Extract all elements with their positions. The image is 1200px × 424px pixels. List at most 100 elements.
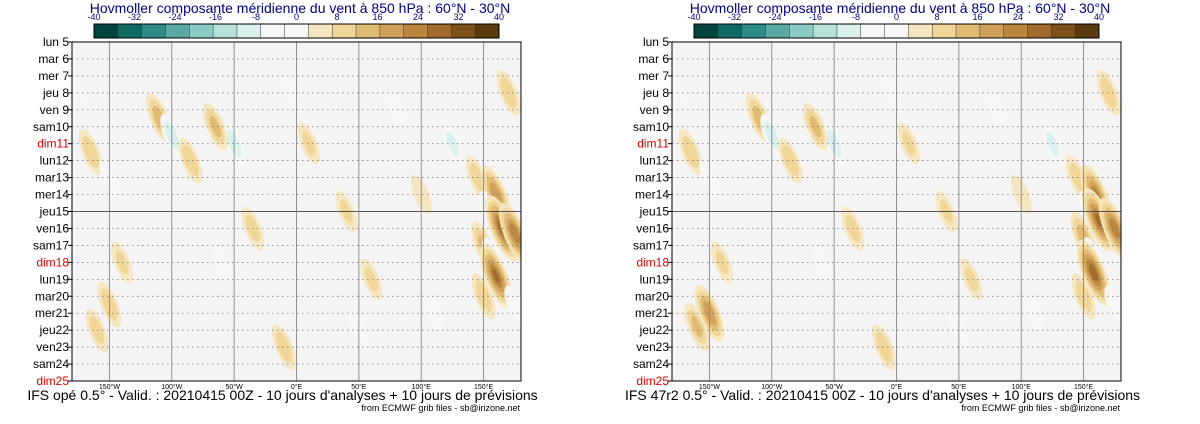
x-tick-label: 50°W bbox=[226, 383, 244, 391]
data-cell bbox=[78, 129, 103, 176]
data-cell bbox=[1023, 293, 1045, 333]
hovmoller-panel-ifs-47r2: Hovmoller composante méridienne du vent … bbox=[600, 0, 1200, 424]
x-axis: 150°W 100°W 50°W 0°E 50°E 100°E 150°E bbox=[99, 383, 494, 391]
colorbar: -40 -32 -24 -16 -8 0 8 16 24 32 40 bbox=[687, 12, 1104, 39]
colorbar-tick-label: 8 bbox=[334, 12, 339, 22]
x-axis: 150°W 100°W 50°W 0°E 50°E 100°E 150°E bbox=[699, 383, 1094, 391]
x-tick-label: 100°W bbox=[161, 383, 182, 391]
colorbar-swatch bbox=[1027, 24, 1052, 38]
colorbar-swatch bbox=[284, 24, 309, 38]
y-tick-label: mar13 bbox=[635, 171, 669, 185]
colorbar-tick-label: 24 bbox=[1013, 12, 1023, 22]
colorbar-swatch bbox=[332, 24, 357, 38]
data-level bbox=[985, 90, 1007, 130]
data-cell bbox=[811, 243, 832, 281]
y-tick-label: mar20 bbox=[635, 289, 669, 303]
y-tick-label: ven 9 bbox=[40, 103, 70, 117]
data-cell bbox=[985, 90, 1007, 130]
colorbar-tick-label: 24 bbox=[413, 12, 423, 22]
x-tick-label: 50°E bbox=[951, 383, 967, 391]
colorbar-swatch bbox=[356, 24, 381, 38]
y-tick-label: mar 6 bbox=[38, 52, 69, 66]
data-cell bbox=[280, 74, 301, 112]
colorbar-swatch bbox=[1051, 24, 1076, 38]
data-level bbox=[715, 250, 729, 275]
data-level bbox=[1023, 293, 1045, 333]
colorbar-swatch bbox=[789, 24, 814, 38]
data-level bbox=[875, 331, 893, 363]
data-level bbox=[89, 316, 105, 345]
colorbar-swatch bbox=[165, 24, 190, 38]
data-level bbox=[280, 74, 301, 112]
x-tick-label: 100°E bbox=[412, 383, 431, 391]
colorbar-swatch bbox=[403, 24, 428, 38]
data-level bbox=[691, 316, 703, 338]
y-tick-label: ven23 bbox=[36, 340, 69, 354]
chart-credit: from ECMWF grib files - sb@irizone.net bbox=[361, 403, 520, 413]
colorbar-tick-label: -32 bbox=[728, 12, 741, 22]
y-tick-label: ven 9 bbox=[640, 103, 670, 117]
colorbar-swatch bbox=[94, 24, 119, 38]
data-cell bbox=[271, 324, 297, 370]
y-tick-label: sam17 bbox=[633, 238, 669, 252]
data-cell bbox=[504, 285, 521, 325]
y-tick-label: lun12 bbox=[40, 154, 70, 168]
chart-footer: IFS 47r2 0.5° - Valid. : 20210415 00Z - … bbox=[624, 387, 1141, 403]
data-level bbox=[302, 131, 316, 156]
colorbar-tick-label: -24 bbox=[168, 12, 181, 22]
data-cell bbox=[423, 293, 445, 333]
chart-footer: IFS opé 0.5° - Valid. : 20210415 00Z - 1… bbox=[27, 387, 538, 403]
data-level bbox=[500, 77, 517, 109]
y-axis: lun 5 mar 6 mer 7 jeu 8 ven 9 sam10 dim11 lun12… bbox=[33, 35, 72, 388]
data-cell bbox=[778, 137, 803, 184]
colorbar-tick-label: 32 bbox=[453, 12, 463, 22]
data-cell bbox=[211, 243, 232, 281]
colorbar-swatch bbox=[765, 24, 790, 38]
data-cell bbox=[479, 244, 513, 308]
data-level bbox=[1104, 285, 1121, 325]
colorbar-swatch bbox=[260, 24, 285, 38]
colorbar-swatch bbox=[860, 24, 885, 38]
colorbar-tick-label: -40 bbox=[87, 12, 100, 22]
colorbar-swatch bbox=[956, 24, 981, 38]
data-level bbox=[115, 250, 129, 275]
data-level bbox=[1094, 213, 1103, 227]
y-tick-label: jeu 8 bbox=[42, 86, 69, 100]
data-cell bbox=[496, 70, 521, 116]
colorbar-swatch bbox=[1075, 24, 1100, 38]
colorbar-tick-label: -32 bbox=[128, 12, 141, 22]
data-level bbox=[1100, 77, 1117, 109]
colorbar-tick-label: 16 bbox=[972, 12, 982, 22]
y-tick-label: dim25 bbox=[36, 374, 69, 388]
colorbar-swatch bbox=[117, 24, 142, 38]
colorbar-tick-label: 32 bbox=[1053, 12, 1063, 22]
colorbar-swatch bbox=[908, 24, 933, 38]
y-tick-label: ven16 bbox=[636, 221, 669, 235]
y-tick-label: jeu15 bbox=[639, 205, 670, 219]
colorbar-swatch bbox=[236, 24, 262, 38]
data-cell bbox=[1098, 197, 1121, 260]
x-tick-label: 0°E bbox=[291, 383, 303, 391]
chart-title: Hovmoller composante méridienne du vent … bbox=[689, 0, 1111, 16]
y-tick-label: mer21 bbox=[635, 306, 669, 320]
data-level bbox=[211, 243, 232, 281]
colorbar: -40 -32 -24 -16 -8 0 8 16 24 32 40 bbox=[87, 12, 504, 39]
data-cell bbox=[498, 202, 521, 265]
data-level bbox=[682, 136, 700, 168]
y-tick-label: mar20 bbox=[35, 289, 69, 303]
colorbar-swatch bbox=[979, 24, 1005, 38]
y-tick-label: lun 5 bbox=[643, 35, 669, 49]
data-level bbox=[880, 74, 901, 112]
colorbar-tick-label: -16 bbox=[209, 12, 222, 22]
data-level bbox=[275, 331, 293, 363]
data-cell bbox=[802, 102, 829, 151]
y-tick-label: mar13 bbox=[35, 171, 69, 185]
colorbar-swatch bbox=[213, 24, 238, 38]
data-cell bbox=[710, 241, 733, 283]
y-tick-label: dim18 bbox=[36, 255, 69, 269]
x-tick-label: 150°W bbox=[699, 383, 720, 391]
x-tick-label: 100°E bbox=[1012, 383, 1031, 391]
colorbar-swatch bbox=[741, 24, 766, 38]
colorbar-tick-label: -8 bbox=[852, 12, 860, 22]
y-tick-label: jeu15 bbox=[39, 205, 70, 219]
